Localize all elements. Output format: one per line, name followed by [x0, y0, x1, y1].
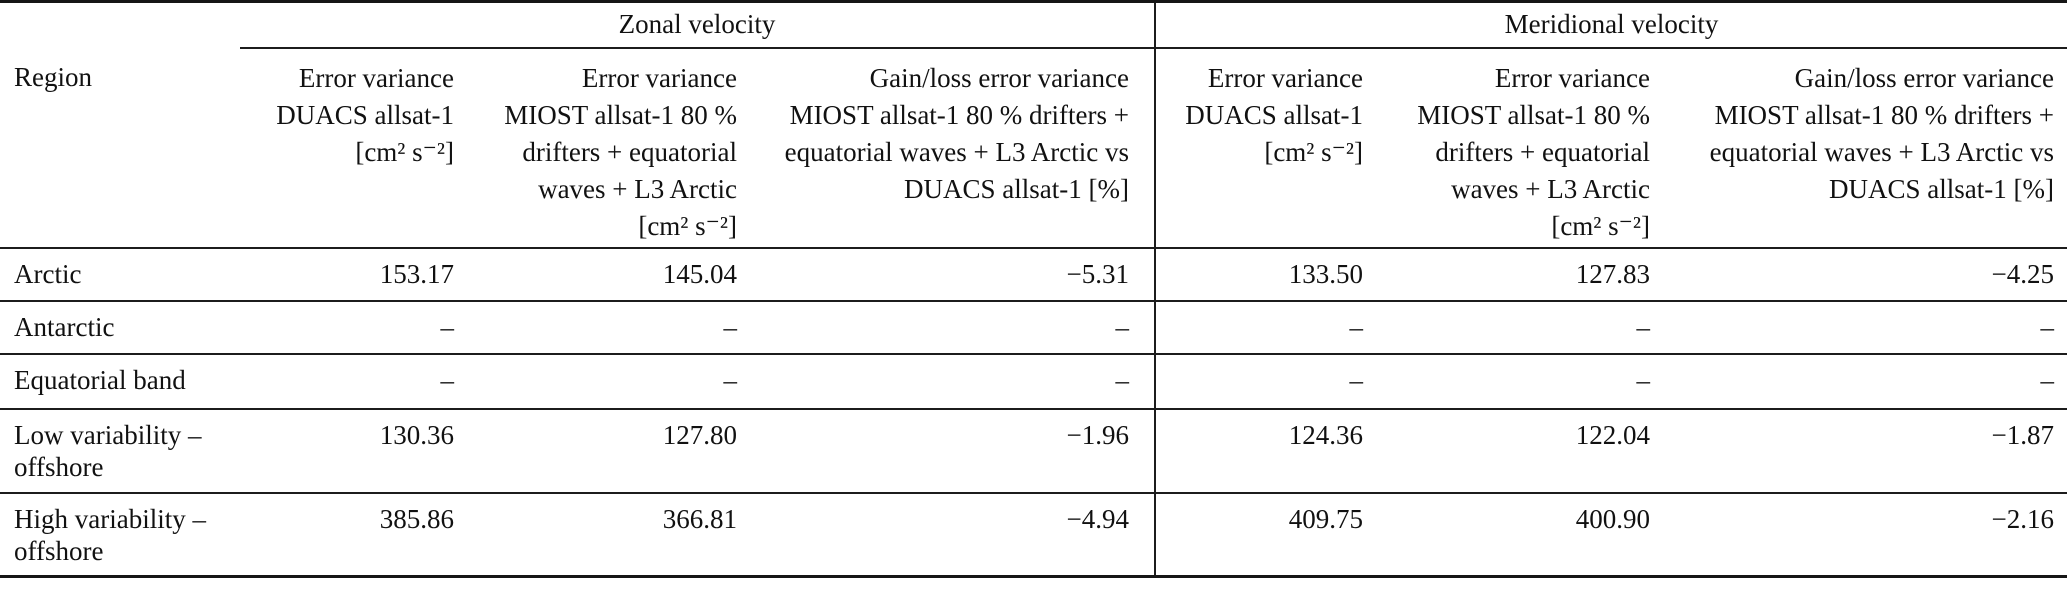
region-cell: Antarctic — [0, 300, 240, 355]
table-row-arctic: Arctic 153.17 145.04 −5.31 133.50 127.83… — [0, 247, 2067, 302]
value-cell: −4.25 — [1665, 247, 2067, 302]
value-cell: 127.80 — [470, 408, 755, 494]
value-cell: – — [470, 353, 755, 410]
column-header-row: Region Error variance DUACS allsat-1 [cm… — [0, 47, 2067, 249]
value-cell: 145.04 — [470, 247, 755, 302]
group-header-meridional: Meridional velocity — [1155, 1, 2067, 49]
value-cell: – — [1155, 353, 1375, 410]
value-cell: −2.16 — [1991, 503, 2054, 534]
group-header-row: Zonal velocity Meridional velocity — [0, 1, 2067, 49]
value-cell: −1.96 — [755, 408, 1156, 494]
value-cell: – — [1375, 300, 1665, 355]
value-cell: 366.81 — [662, 503, 737, 534]
column-header-meridional-error-variance-duacs: Error variance DUACS allsat-1 [cm² s⁻²] — [1155, 47, 1375, 249]
group-header-zonal: Zonal velocity — [240, 1, 1156, 49]
value-cell: – — [1155, 300, 1375, 355]
value-cell: – — [755, 353, 1156, 410]
column-header-zonal-gain-loss: Gain/loss error variance MIOST allsat-1 … — [755, 47, 1156, 249]
region-cell: Low variability – offshore — [0, 408, 240, 494]
column-header-zonal-error-variance-miost: Error variance MIOST allsat-1 80 % drift… — [470, 47, 755, 249]
value-cell: – — [1665, 300, 2067, 355]
value-cell: 385.86 — [379, 503, 454, 534]
value-cell: – — [240, 353, 470, 410]
value-cell: −5.31 — [755, 247, 1156, 302]
value-cell: 133.50 — [1155, 247, 1375, 302]
table-row-equatorial-band: Equatorial band – – – – – – — [0, 353, 2067, 410]
value-cell: – — [755, 300, 1156, 355]
region-cell: Arctic — [0, 247, 240, 302]
value-cell: 130.36 — [240, 408, 470, 494]
value-cell: 409.75 — [1288, 503, 1363, 534]
value-cell: 122.04 — [1375, 408, 1665, 494]
table-row-low-variability-offshore: Low variability – offshore 130.36 127.80… — [0, 408, 2067, 494]
value-cell: – — [1375, 353, 1665, 410]
table-row-antarctic: Antarctic – – – – – – — [0, 300, 2067, 355]
region-column-header: Region — [0, 47, 240, 249]
value-cell: 127.83 — [1375, 247, 1665, 302]
column-header-meridional-error-variance-miost: Error variance MIOST allsat-1 80 % drift… — [1375, 47, 1665, 249]
results-table: Zonal velocity Meridional velocity Regio… — [0, 0, 2067, 578]
region-cell: High variability – offshore — [14, 503, 206, 566]
region-cell: Equatorial band — [0, 353, 240, 410]
value-cell: – — [1665, 353, 2067, 410]
value-cell: −1.87 — [1665, 408, 2067, 494]
value-cell: 400.90 — [1575, 503, 1650, 534]
column-header-meridional-gain-loss: Gain/loss error variance MIOST allsat-1 … — [1665, 47, 2067, 249]
corner-cell — [0, 2, 240, 48]
value-cell: – — [240, 300, 470, 355]
value-cell: −4.94 — [755, 492, 1156, 577]
value-cell: – — [470, 300, 755, 355]
column-header-zonal-error-variance-duacs: Error variance DUACS allsat-1 [cm² s⁻²] — [240, 47, 470, 249]
value-cell: 124.36 — [1155, 408, 1375, 494]
table-row-high-variability-offshore: High variability – offshore 385.86 366.8… — [0, 492, 2067, 577]
value-cell: 153.17 — [240, 247, 470, 302]
